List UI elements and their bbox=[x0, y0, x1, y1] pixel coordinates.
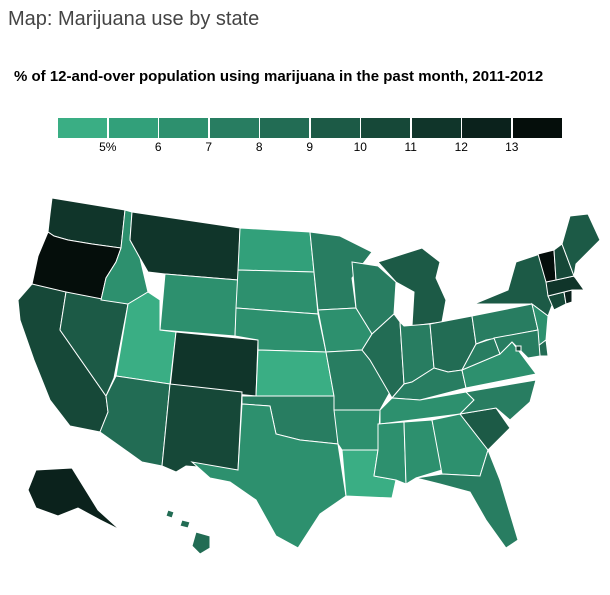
state-wy[interactable] bbox=[159, 273, 239, 337]
legend-swatch-2 bbox=[159, 118, 208, 138]
us-map-svg bbox=[17, 197, 601, 555]
state-ms[interactable] bbox=[373, 421, 407, 485]
legend-tick-label: 11 bbox=[404, 140, 417, 154]
legend-tick-label: 12 bbox=[454, 140, 468, 154]
legend-swatch-8 bbox=[462, 118, 511, 138]
legend-tick-label: 5% bbox=[99, 140, 117, 154]
state-ar[interactable] bbox=[333, 409, 381, 451]
state-sd[interactable] bbox=[235, 269, 319, 315]
state-nm[interactable] bbox=[161, 383, 243, 473]
state-ks[interactable] bbox=[255, 349, 335, 397]
legend-tick-label: 6 bbox=[154, 140, 162, 154]
us-map bbox=[0, 170, 610, 590]
legend-swatches bbox=[58, 118, 563, 138]
page-title: Map: Marijuana use by state bbox=[8, 8, 260, 30]
legend-swatch-4 bbox=[260, 118, 309, 138]
state-fl[interactable] bbox=[415, 448, 519, 549]
state-tx[interactable] bbox=[190, 403, 347, 549]
legend-swatch-3 bbox=[209, 118, 259, 138]
state-nd[interactable] bbox=[237, 227, 315, 273]
state-ak[interactable] bbox=[27, 467, 121, 531]
legend-tick-label: 13 bbox=[505, 140, 519, 154]
legend-tick-label: 8 bbox=[255, 140, 263, 154]
legend-swatch-7 bbox=[411, 118, 461, 138]
state-me[interactable] bbox=[561, 213, 601, 278]
state-hi[interactable] bbox=[165, 509, 211, 555]
state-ky[interactable] bbox=[390, 367, 467, 401]
legend-swatch-6 bbox=[361, 118, 410, 138]
legend-tick-label: 7 bbox=[205, 140, 213, 154]
legend-swatch-1 bbox=[108, 118, 158, 138]
state-az[interactable] bbox=[99, 375, 171, 467]
state-md[interactable] bbox=[493, 329, 541, 359]
map-subtitle: % of 12-and-over population using mariju… bbox=[14, 68, 544, 85]
state-mi[interactable] bbox=[377, 247, 447, 327]
legend: 5% 6 7 8 9 10 11 12 13 bbox=[58, 118, 568, 158]
state-al[interactable] bbox=[403, 419, 443, 485]
state-mn[interactable] bbox=[309, 231, 373, 311]
legend-swatch-9 bbox=[512, 118, 562, 138]
legend-tick-label: 10 bbox=[353, 140, 367, 154]
legend-swatch-5 bbox=[310, 118, 360, 138]
legend-ticks: 5% 6 7 8 9 10 11 12 13 bbox=[58, 140, 568, 158]
legend-tick-label: 9 bbox=[306, 140, 314, 154]
state-mt[interactable] bbox=[129, 211, 241, 281]
state-dc[interactable] bbox=[515, 345, 522, 352]
legend-swatch-0 bbox=[58, 118, 107, 138]
state-nc[interactable] bbox=[458, 379, 537, 421]
